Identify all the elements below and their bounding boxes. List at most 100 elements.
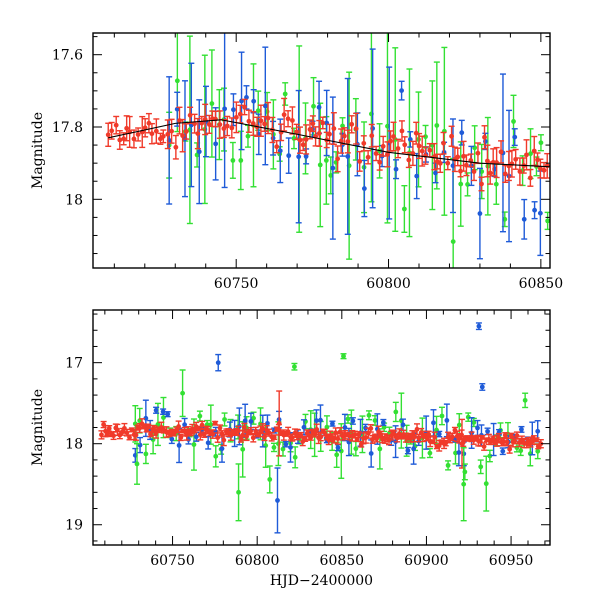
red-data-point xyxy=(126,434,133,441)
blue-data-point xyxy=(349,417,356,425)
red-data-point xyxy=(319,116,326,130)
red-data-point xyxy=(380,135,387,157)
red-data-point xyxy=(376,153,383,171)
green-data-point xyxy=(291,362,298,371)
blue-data-point xyxy=(361,159,368,218)
blue-data-point xyxy=(521,198,528,240)
blue-data-point xyxy=(215,353,222,372)
blue-data-point xyxy=(436,430,443,438)
y-axis-label: Magnitude xyxy=(30,112,46,189)
red-data-point xyxy=(541,161,548,179)
green-data-point xyxy=(317,102,324,228)
green-data-point xyxy=(445,460,452,471)
green-data-point xyxy=(477,459,484,475)
y-tick-label: 19 xyxy=(65,518,83,534)
red-data-point xyxy=(179,118,186,153)
red-data-point xyxy=(276,390,283,457)
red-data-point xyxy=(334,432,341,445)
green-data-point xyxy=(365,410,372,421)
green-data-point xyxy=(134,443,141,485)
red-data-point xyxy=(214,432,221,443)
blue-data-point xyxy=(398,80,405,101)
red-data-point xyxy=(126,115,133,149)
plot-area xyxy=(98,322,544,534)
red-data-point xyxy=(250,111,257,136)
green-data-point xyxy=(237,130,244,191)
red-data-point xyxy=(266,428,273,437)
blue-data-point xyxy=(380,418,387,426)
red-data-point xyxy=(360,135,367,152)
red-data-point xyxy=(527,168,534,187)
red-data-point xyxy=(487,161,494,185)
top-panel: 60750 60800 60850 17.6 17.8 18 Magnitude xyxy=(30,32,564,292)
red-data-point xyxy=(106,425,113,432)
red-data-point xyxy=(135,127,142,142)
blue-data-point xyxy=(230,93,237,127)
blue-data-point xyxy=(531,201,538,220)
red-data-point xyxy=(241,98,248,116)
red-data-point xyxy=(209,429,216,439)
blue-data-point xyxy=(404,446,411,455)
red-data-point xyxy=(273,140,280,154)
blue-data-point xyxy=(369,48,376,209)
red-data-point xyxy=(285,110,292,128)
red-data-point xyxy=(344,129,351,154)
blue-data-point xyxy=(238,51,245,151)
red-data-point xyxy=(145,423,152,430)
red-data-point xyxy=(353,112,360,145)
red-data-point xyxy=(306,119,313,140)
red-data-point xyxy=(454,147,461,167)
green-data-point xyxy=(196,410,203,422)
red-data-point xyxy=(160,129,167,144)
red-data-point xyxy=(508,149,515,178)
blue-data-point xyxy=(153,406,160,414)
green-data-point xyxy=(208,49,215,158)
red-data-point xyxy=(537,158,544,179)
red-data-point xyxy=(123,115,130,142)
red-data-point xyxy=(398,120,405,142)
red-data-point xyxy=(463,154,470,177)
blue-data-point xyxy=(537,170,544,257)
red-data-point xyxy=(523,139,530,171)
red-data-point xyxy=(448,125,455,147)
blue-data-point xyxy=(277,118,284,184)
red-data-point xyxy=(148,122,155,145)
x-tick-label: 60850 xyxy=(519,276,564,292)
red-data-point xyxy=(191,113,198,134)
red-data-point xyxy=(533,437,540,443)
red-data-point xyxy=(220,118,227,139)
red-data-point xyxy=(116,130,123,150)
red-data-point xyxy=(531,135,538,167)
blue-data-point xyxy=(518,425,525,433)
y-axis-label: Magnitude xyxy=(30,389,46,466)
green-data-point xyxy=(544,211,550,231)
red-data-point xyxy=(498,140,505,164)
y-tick-label: 17.6 xyxy=(52,48,83,64)
red-data-point xyxy=(197,428,204,441)
red-data-point xyxy=(172,134,179,160)
red-data-point xyxy=(502,164,509,184)
red-data-point xyxy=(395,138,402,159)
red-data-point xyxy=(316,119,323,147)
green-data-point xyxy=(483,455,490,512)
red-data-point xyxy=(373,145,380,162)
blue-data-point xyxy=(285,137,292,174)
green-data-point xyxy=(392,401,399,423)
green-data-point xyxy=(266,465,273,494)
red-data-point xyxy=(177,434,184,442)
blue-data-point xyxy=(250,88,257,114)
blue-data-point xyxy=(511,128,518,147)
x-tick-label: 60750 xyxy=(214,276,259,292)
green-data-point xyxy=(292,446,299,469)
green-data-point xyxy=(344,414,351,424)
red-data-point xyxy=(120,132,127,146)
red-data-point xyxy=(228,117,235,139)
red-data-point xyxy=(479,434,486,440)
red-data-point xyxy=(113,115,120,135)
green-data-point xyxy=(426,447,433,459)
blue-data-point xyxy=(484,427,491,436)
green-data-point xyxy=(486,449,493,463)
red-data-point xyxy=(368,123,375,148)
blue-data-point xyxy=(329,420,336,427)
